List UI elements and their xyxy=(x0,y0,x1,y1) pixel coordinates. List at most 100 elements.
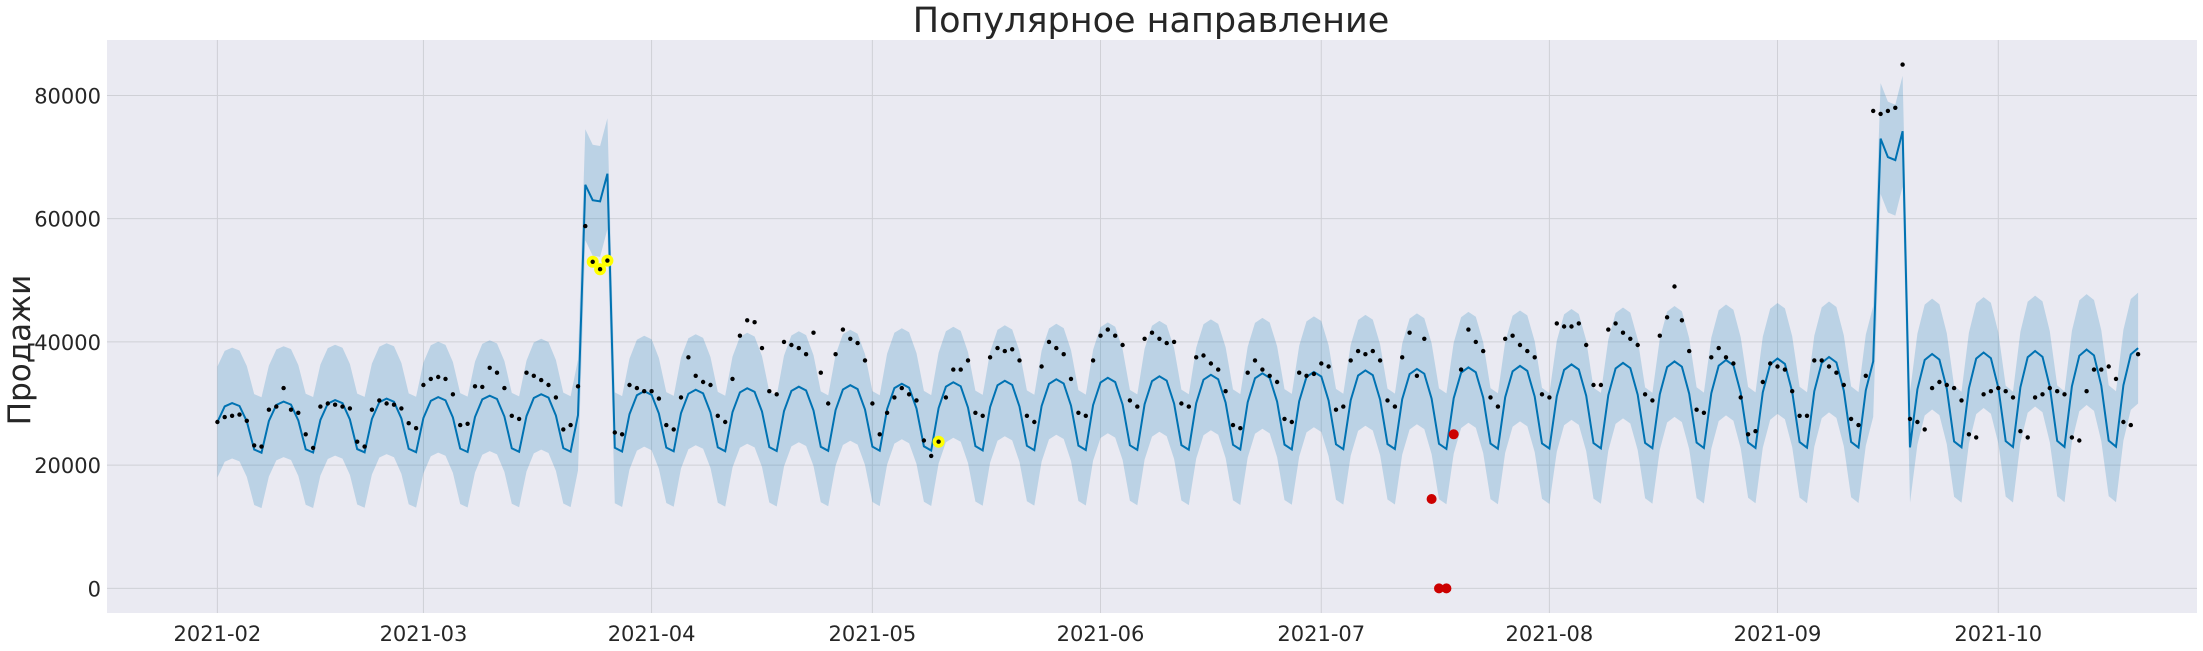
data-point xyxy=(929,453,934,459)
data-point xyxy=(1915,419,1920,425)
data-point xyxy=(2069,435,2075,440)
data-point xyxy=(1628,336,1633,341)
data-point xyxy=(1584,342,1589,348)
data-point xyxy=(1363,352,1368,357)
data-point xyxy=(1709,355,1714,360)
anomaly-point xyxy=(1426,494,1437,504)
x-tick-label: 2021-08 xyxy=(1506,622,1594,646)
x-tick-label: 2021-02 xyxy=(174,622,262,646)
data-point xyxy=(1613,321,1618,326)
data-point xyxy=(1142,336,1147,341)
data-point xyxy=(1105,327,1111,332)
data-point xyxy=(1922,427,1927,432)
data-point xyxy=(686,355,691,360)
data-point xyxy=(1120,342,1125,348)
data-point xyxy=(708,382,713,388)
data-point xyxy=(1245,370,1250,375)
data-point xyxy=(634,385,640,391)
data-point xyxy=(678,395,684,400)
data-point xyxy=(1863,373,1869,378)
data-point xyxy=(2084,389,2089,394)
data-point xyxy=(1797,413,1802,418)
data-point xyxy=(826,401,831,406)
data-point xyxy=(965,358,971,363)
data-point xyxy=(1871,108,1876,114)
data-point xyxy=(1753,429,1758,434)
data-point xyxy=(1333,407,1339,412)
data-point xyxy=(1745,432,1751,437)
data-point xyxy=(715,413,720,418)
data-point xyxy=(1503,336,1508,341)
data-point xyxy=(406,421,411,426)
data-point xyxy=(774,392,779,397)
data-point xyxy=(2121,419,2126,425)
x-tick-label: 2021-06 xyxy=(1057,622,1145,646)
data-point xyxy=(325,401,330,406)
data-point xyxy=(2135,352,2141,357)
data-point xyxy=(340,404,345,409)
data-point xyxy=(995,345,1000,351)
data-point xyxy=(1569,324,1574,329)
y-tick-label: 20000 xyxy=(34,454,101,478)
data-point xyxy=(759,345,765,351)
data-point xyxy=(671,427,676,432)
data-point xyxy=(428,376,433,382)
data-point xyxy=(421,382,426,388)
data-point xyxy=(1024,413,1030,418)
data-point xyxy=(1988,389,1994,394)
data-point xyxy=(619,432,625,437)
data-point xyxy=(318,404,323,409)
y-axis-label: Продажи xyxy=(2,275,38,425)
x-tick-label: 2021-10 xyxy=(1954,622,2042,646)
data-point xyxy=(1098,333,1103,338)
data-point xyxy=(288,407,294,412)
data-point xyxy=(355,439,360,444)
data-point xyxy=(2010,395,2016,400)
data-point xyxy=(840,327,846,332)
data-point xyxy=(1731,361,1736,366)
highlighted-point-center xyxy=(590,259,595,264)
data-point xyxy=(627,382,632,388)
data-point xyxy=(1893,105,1898,111)
data-point xyxy=(752,320,757,325)
plot-area xyxy=(107,40,2197,613)
data-point xyxy=(2077,438,2082,443)
data-point xyxy=(1319,361,1324,366)
y-tick-label: 40000 xyxy=(34,331,101,355)
data-point xyxy=(700,379,706,385)
data-point xyxy=(1223,389,1228,394)
y-tick-labels: 0 20000 40000 60000 80000 xyxy=(34,84,101,601)
data-point xyxy=(649,389,654,394)
data-point xyxy=(2128,422,2133,428)
data-point xyxy=(1738,395,1743,400)
uncertainty-band-area xyxy=(217,75,2139,509)
data-point xyxy=(1885,108,1891,114)
data-point xyxy=(2099,367,2104,372)
data-point xyxy=(870,401,875,406)
data-point xyxy=(1937,379,1942,385)
data-point xyxy=(656,396,662,401)
data-point xyxy=(1076,410,1081,415)
data-point xyxy=(2040,392,2045,397)
data-point xyxy=(502,385,507,391)
data-point xyxy=(1561,324,1567,329)
data-point xyxy=(2047,385,2052,391)
data-point xyxy=(443,376,448,382)
x-tick-label: 2021-03 xyxy=(380,622,468,646)
data-point xyxy=(1657,333,1663,338)
data-point xyxy=(848,336,853,341)
data-point xyxy=(1135,404,1140,409)
data-point xyxy=(2032,395,2038,400)
data-point xyxy=(862,358,868,363)
x-tick-label: 2021-07 xyxy=(1277,622,1365,646)
data-point xyxy=(1186,404,1192,409)
data-point xyxy=(1407,330,1412,335)
data-point xyxy=(1701,410,1707,415)
chart-title: Популярное направление xyxy=(913,1,1390,41)
data-point xyxy=(877,432,882,437)
data-point xyxy=(987,355,993,360)
data-point xyxy=(1385,398,1390,403)
data-point xyxy=(237,412,242,417)
data-point xyxy=(1282,416,1287,422)
data-point xyxy=(664,422,669,428)
